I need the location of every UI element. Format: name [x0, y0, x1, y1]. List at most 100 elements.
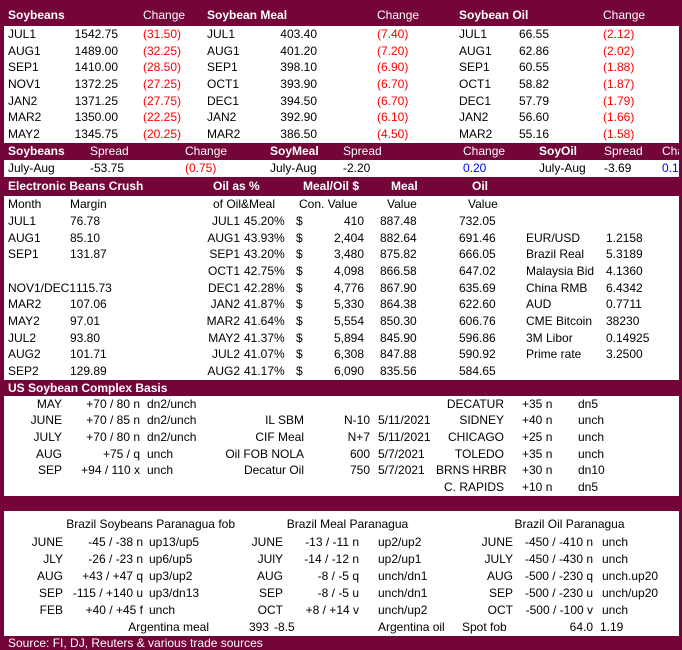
change-cell: dn2/unch — [147, 396, 197, 411]
change-column-header: Change — [143, 8, 186, 22]
dollar-sign: $ — [296, 297, 303, 312]
fx-label-cell: Prime rate — [526, 347, 582, 362]
basis-row: AUG +43 / +47 q up3/up2 — [4, 568, 235, 585]
meal-value-cell: 835.56 — [380, 364, 417, 378]
section-title: SoyMeal — [270, 143, 319, 158]
margin-header: Margin — [70, 196, 107, 211]
soybeans-spread-header: Soybeans Spread Change — [4, 143, 266, 160]
market-value-cell — [304, 396, 370, 413]
dollar-sign: $ — [296, 330, 303, 345]
brazil-soybeans-rows: JUNE -45 / -38 n up13/up5 JLY -26 / -23 … — [4, 534, 235, 619]
crush-section-title: Electronic Beans Crush — [8, 178, 144, 193]
meal-value-header: Value — [387, 196, 417, 211]
bid-cell: -8 / -5 q — [317, 568, 359, 583]
month-cell: NOV1/DEC1 — [8, 280, 77, 295]
contract-cell: AUG1 — [207, 230, 240, 245]
change-cell: (6.10) — [377, 110, 409, 125]
month-cell: JLY — [43, 551, 63, 566]
spread-cell: -2.20 — [343, 160, 371, 175]
section-title: SoyOil — [539, 143, 578, 158]
price-cell: 1410.00 — [74, 60, 118, 75]
month-cell: JUlY — [257, 551, 283, 566]
contract-cell: OCT1 — [207, 263, 240, 278]
quote-row: JUL1 66.55 (2.12) — [453, 26, 679, 43]
month-cell: SEP1 — [8, 247, 39, 262]
brazil-meal-title: Brazil Meal Paranagua — [286, 516, 409, 531]
quote-row: MAR2 55.16 (1.58) — [453, 126, 679, 143]
con-value-cell: $4,776 — [294, 280, 372, 297]
price-cell: 398.10 — [280, 60, 317, 75]
change-cell: unch/dn1 — [378, 585, 428, 600]
change-cell: (31.50) — [143, 27, 182, 41]
fx-label-cell: AUD — [526, 297, 552, 312]
bid-cell: +8 / +14 v — [305, 602, 359, 617]
change-cell: unch — [149, 602, 176, 617]
month-cell — [4, 263, 70, 280]
bid-cell: +70 / 80 n — [86, 430, 140, 445]
quote-row: OCT1 393.90 (6.70) — [203, 76, 453, 93]
market-label-cell: Decatur Oil — [243, 463, 304, 478]
basis-row: SEP -115 / +140 u up3/dn13 — [4, 585, 235, 602]
meal-value-cell: 875.82 — [380, 247, 417, 262]
meal-oil-header: Meal/Oil $ — [303, 178, 360, 193]
spread-cell: -53.75 — [90, 160, 125, 175]
market-value-cell — [304, 479, 370, 496]
fx-label-cell: China RMB — [526, 280, 588, 295]
month-cell: SEP2 — [8, 364, 39, 378]
month-cell: FEB — [39, 602, 63, 617]
location-change-cell: unch — [578, 413, 605, 428]
spread-data-row: July-Aug -53.75 (0.75) July-Aug -2.20 0.… — [4, 160, 679, 177]
con-value: 6,090 — [333, 364, 364, 378]
fx-value-cell — [606, 363, 679, 380]
oil-value-cell: 584.65 — [459, 364, 496, 378]
contract-cell: AUG1 — [207, 43, 240, 58]
crush-row: MAR2 107.06 JAN2 41.87% $5,330 864.38 622.… — [4, 296, 679, 313]
location-change-cell: unch — [578, 446, 605, 461]
change-cell: dn2/unch — [147, 413, 197, 428]
contract-cell: JUL1 — [459, 27, 488, 41]
argentina-meal-label: Argentina meal — [128, 619, 209, 634]
oil-pct-cell: 45.20% — [244, 213, 285, 228]
bid-cell: -45 / -38 n — [88, 534, 143, 549]
month-cell: SEP — [488, 585, 513, 600]
oil-pct-cell: 42.28% — [244, 280, 285, 295]
quote-row: JUL1 1542.75 (31.50) — [4, 26, 203, 43]
crush-left-cell: NOV1/DEC1 115.73 DEC1 — [4, 280, 240, 297]
location-bid-cell: +35 n — [522, 396, 553, 411]
con-value: 5,330 — [333, 297, 364, 312]
month-cell: JUNE — [251, 534, 283, 549]
contract-cell: MAR2 — [8, 110, 42, 125]
basis-row: JUNE -45 / -38 n up13/up5 — [4, 534, 235, 551]
price-cell: 58.82 — [519, 77, 550, 92]
basis-row: AUG -8 / -5 q unch/dn1 — [235, 568, 460, 585]
month-cell: AUG — [36, 568, 63, 583]
fx-label-cell: Malaysia Bid — [526, 263, 595, 278]
oil-pct-cell: 41.07% — [244, 347, 285, 362]
quote-row: JAN2 1371.25 (27.75) — [4, 93, 203, 110]
quote-row: DEC1 394.50 (6.70) — [203, 93, 453, 110]
market-value-cell: N-10 — [343, 413, 370, 428]
location-cell: BRNS HRBR — [436, 463, 507, 478]
change-cell: up2/up2 — [378, 534, 422, 549]
argentina-meal-change: -8.5 — [274, 619, 295, 634]
market-label-cell: Oil FOB NOLA — [225, 446, 304, 461]
bid-cell: -500 / -230 q — [524, 568, 593, 583]
contract-cell: JUL2 — [211, 347, 240, 362]
change-cell: unch — [602, 551, 629, 566]
price-cell: 394.50 — [280, 93, 317, 108]
soybean-oil-quotes: JUL1 66.55 (2.12) AUG1 62.86 (2.02) SEP1… — [453, 26, 679, 143]
price-cell: 55.16 — [519, 127, 550, 142]
basis-section-title: US Soybean Complex Basis — [8, 380, 168, 395]
oil-header: Oil — [472, 178, 489, 193]
margin-cell: 107.06 — [70, 297, 107, 312]
oil-value-cell: 732.05 — [459, 213, 496, 228]
month-cell — [4, 479, 62, 496]
location-cell: DECATUR — [446, 396, 504, 411]
crush-table: JUL1 76.78 JUL1 45.20% $410 887.48 732.05 … — [4, 213, 679, 380]
soybean-oil-header: Soybean Oil Change — [453, 4, 679, 26]
month-cell: JUNE — [31, 534, 63, 549]
argentina-oil-label: Argentina oil — [378, 619, 445, 634]
quote-row: SEP1 60.55 (1.88) — [453, 59, 679, 76]
oil-value-cell: 647.02 — [459, 263, 496, 278]
source-note: Source: FI, DJ, Reuters & various trade … — [8, 636, 263, 650]
